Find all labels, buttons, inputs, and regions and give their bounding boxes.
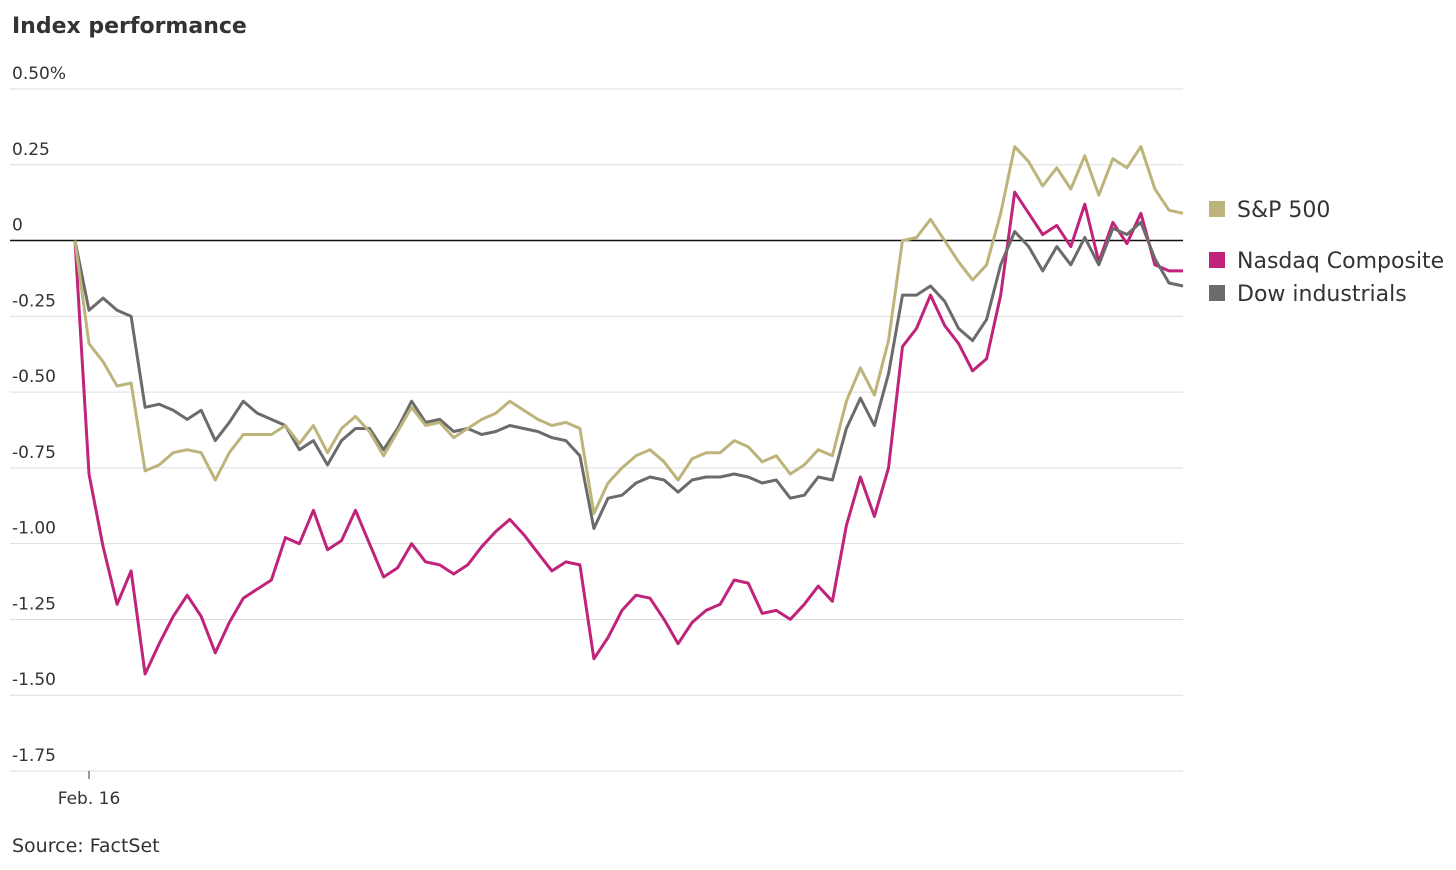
legend-swatch: [1209, 285, 1225, 301]
y-tick-label: -1.75: [12, 746, 56, 766]
y-tick-label: -0.25: [12, 291, 56, 311]
legend-swatch: [1209, 252, 1225, 268]
line-series: [73, 145, 1184, 515]
legend-label: Nasdaq Composite: [1237, 249, 1444, 274]
line-series: [73, 220, 1184, 530]
y-tick-label: 0: [12, 216, 23, 236]
y-tick-label: 0.50%: [12, 64, 66, 84]
source: Source: FactSet: [12, 835, 160, 857]
x-tick-label: Feb. 16: [58, 789, 121, 809]
y-tick-label: -0.75: [12, 443, 56, 463]
line-series: [73, 190, 1183, 676]
legend-label: Dow industrials: [1237, 282, 1407, 307]
y-tick-label: -0.50: [12, 367, 56, 387]
y-tick-label: 0.25: [12, 140, 50, 160]
legend-label: S&P 500: [1237, 198, 1330, 223]
legend-swatch: [1209, 201, 1225, 217]
y-tick-label: -1.00: [12, 519, 56, 539]
y-tick-label: -1.25: [12, 594, 56, 614]
y-tick-label: -1.50: [12, 670, 56, 690]
chart-title: Index performance: [12, 14, 247, 39]
